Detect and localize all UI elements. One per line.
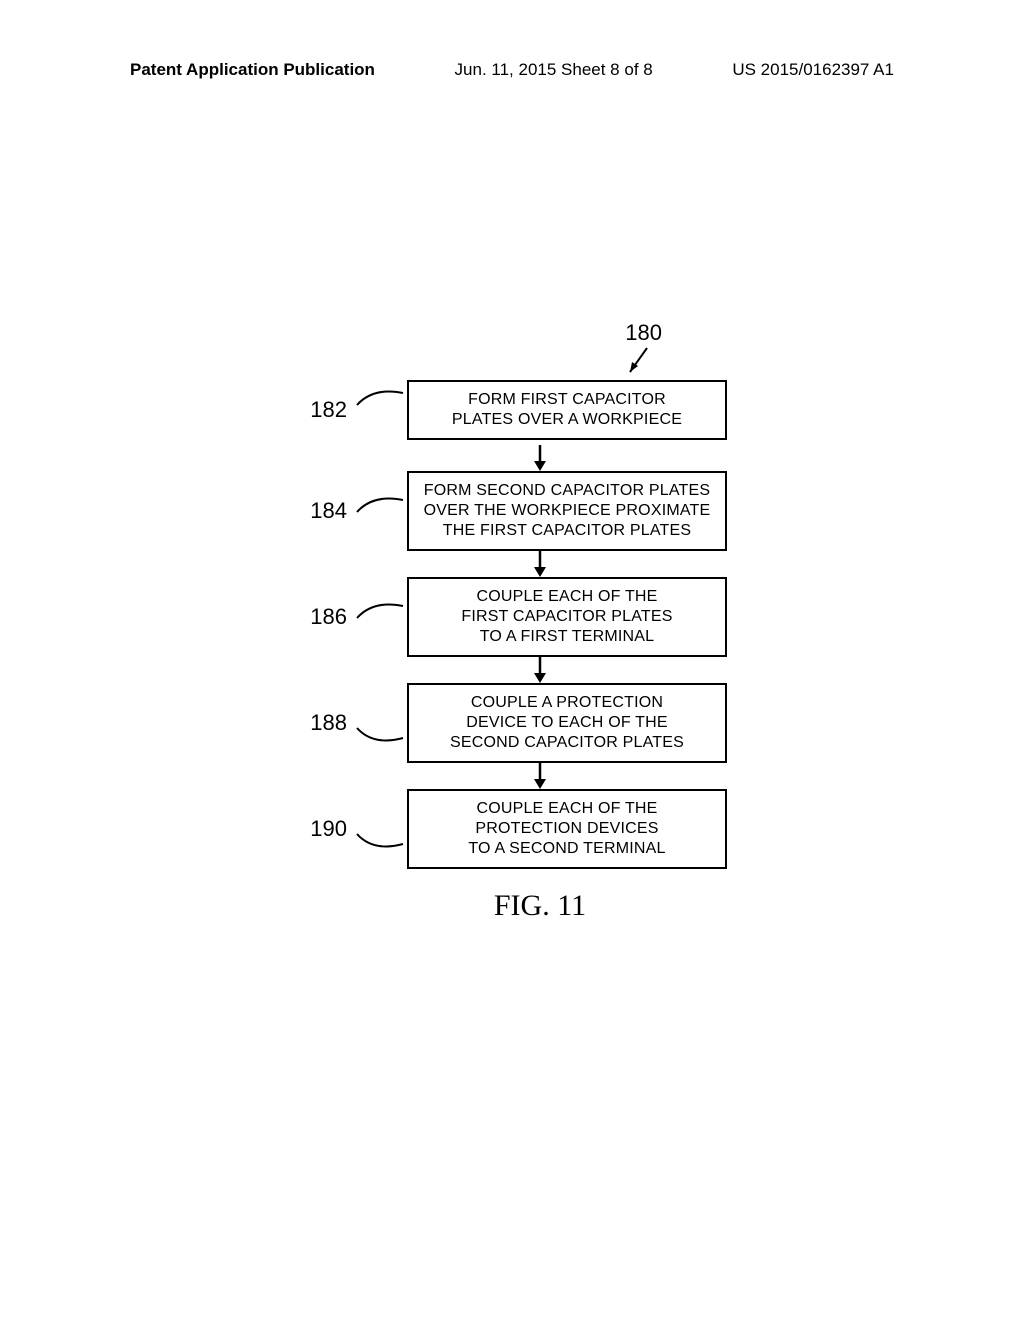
ref-180-pointer: 180 xyxy=(312,320,712,375)
arrow-down-icon xyxy=(530,763,550,789)
curve-connector-icon xyxy=(353,688,407,758)
flow-step-5: 190 COUPLE EACH OF THEPROTECTION DEVICES… xyxy=(297,789,727,869)
flow-box-1: FORM FIRST CAPACITORPLATES OVER A WORKPI… xyxy=(407,380,727,440)
page-header: Patent Application Publication Jun. 11, … xyxy=(0,60,1024,80)
arrow-4-5 xyxy=(380,763,700,789)
curve-connector-icon xyxy=(353,476,407,546)
arrow-down-icon xyxy=(530,657,550,683)
flow-box-4: COUPLE A PROTECTIONDEVICE TO EACH OF THE… xyxy=(407,683,727,763)
flow-box-5: COUPLE EACH OF THEPROTECTION DEVICESTO A… xyxy=(407,789,727,869)
ref-184-connector xyxy=(353,476,407,546)
ref-186-connector xyxy=(353,582,407,652)
flow-step-1: 182 FORM FIRST CAPACITORPLATES OVER A WO… xyxy=(297,375,727,445)
arrow-down-icon xyxy=(530,445,550,471)
ref-182-label: 182 xyxy=(297,397,347,423)
ref-190-connector xyxy=(353,794,407,864)
flow-step-4: 188 COUPLE A PROTECTIONDEVICE TO EACH OF… xyxy=(297,683,727,763)
arrow-1-2 xyxy=(380,445,700,471)
ref-188-label: 188 xyxy=(297,710,347,736)
ref-182-connector xyxy=(353,375,407,445)
ref-188-connector xyxy=(353,688,407,758)
flow-step-3: 186 COUPLE EACH OF THEFIRST CAPACITOR PL… xyxy=(297,577,727,657)
ref-180-arrow-icon xyxy=(312,320,712,375)
ref-190-label: 190 xyxy=(297,816,347,842)
flow-step-2: 184 FORM SECOND CAPACITOR PLATESOVER THE… xyxy=(297,471,727,551)
flow-box-2: FORM SECOND CAPACITOR PLATESOVER THE WOR… xyxy=(407,471,727,551)
header-doc-number: US 2015/0162397 A1 xyxy=(732,60,894,80)
ref-186-label: 186 xyxy=(297,604,347,630)
flow-box-3: COUPLE EACH OF THEFIRST CAPACITOR PLATES… xyxy=(407,577,727,657)
curve-connector-icon xyxy=(353,375,407,445)
arrow-3-4 xyxy=(380,657,700,683)
figure-caption: FIG. 11 xyxy=(494,889,586,923)
ref-184-label: 184 xyxy=(297,498,347,524)
header-date-sheet: Jun. 11, 2015 Sheet 8 of 8 xyxy=(455,60,653,80)
header-publication: Patent Application Publication xyxy=(130,60,375,80)
arrow-down-icon xyxy=(530,551,550,577)
curve-connector-icon xyxy=(353,794,407,864)
flowchart-figure: 180 182 FORM FIRST CAPACITORPLATES OVER … xyxy=(0,320,1024,923)
curve-connector-icon xyxy=(353,582,407,652)
arrow-2-3 xyxy=(380,551,700,577)
